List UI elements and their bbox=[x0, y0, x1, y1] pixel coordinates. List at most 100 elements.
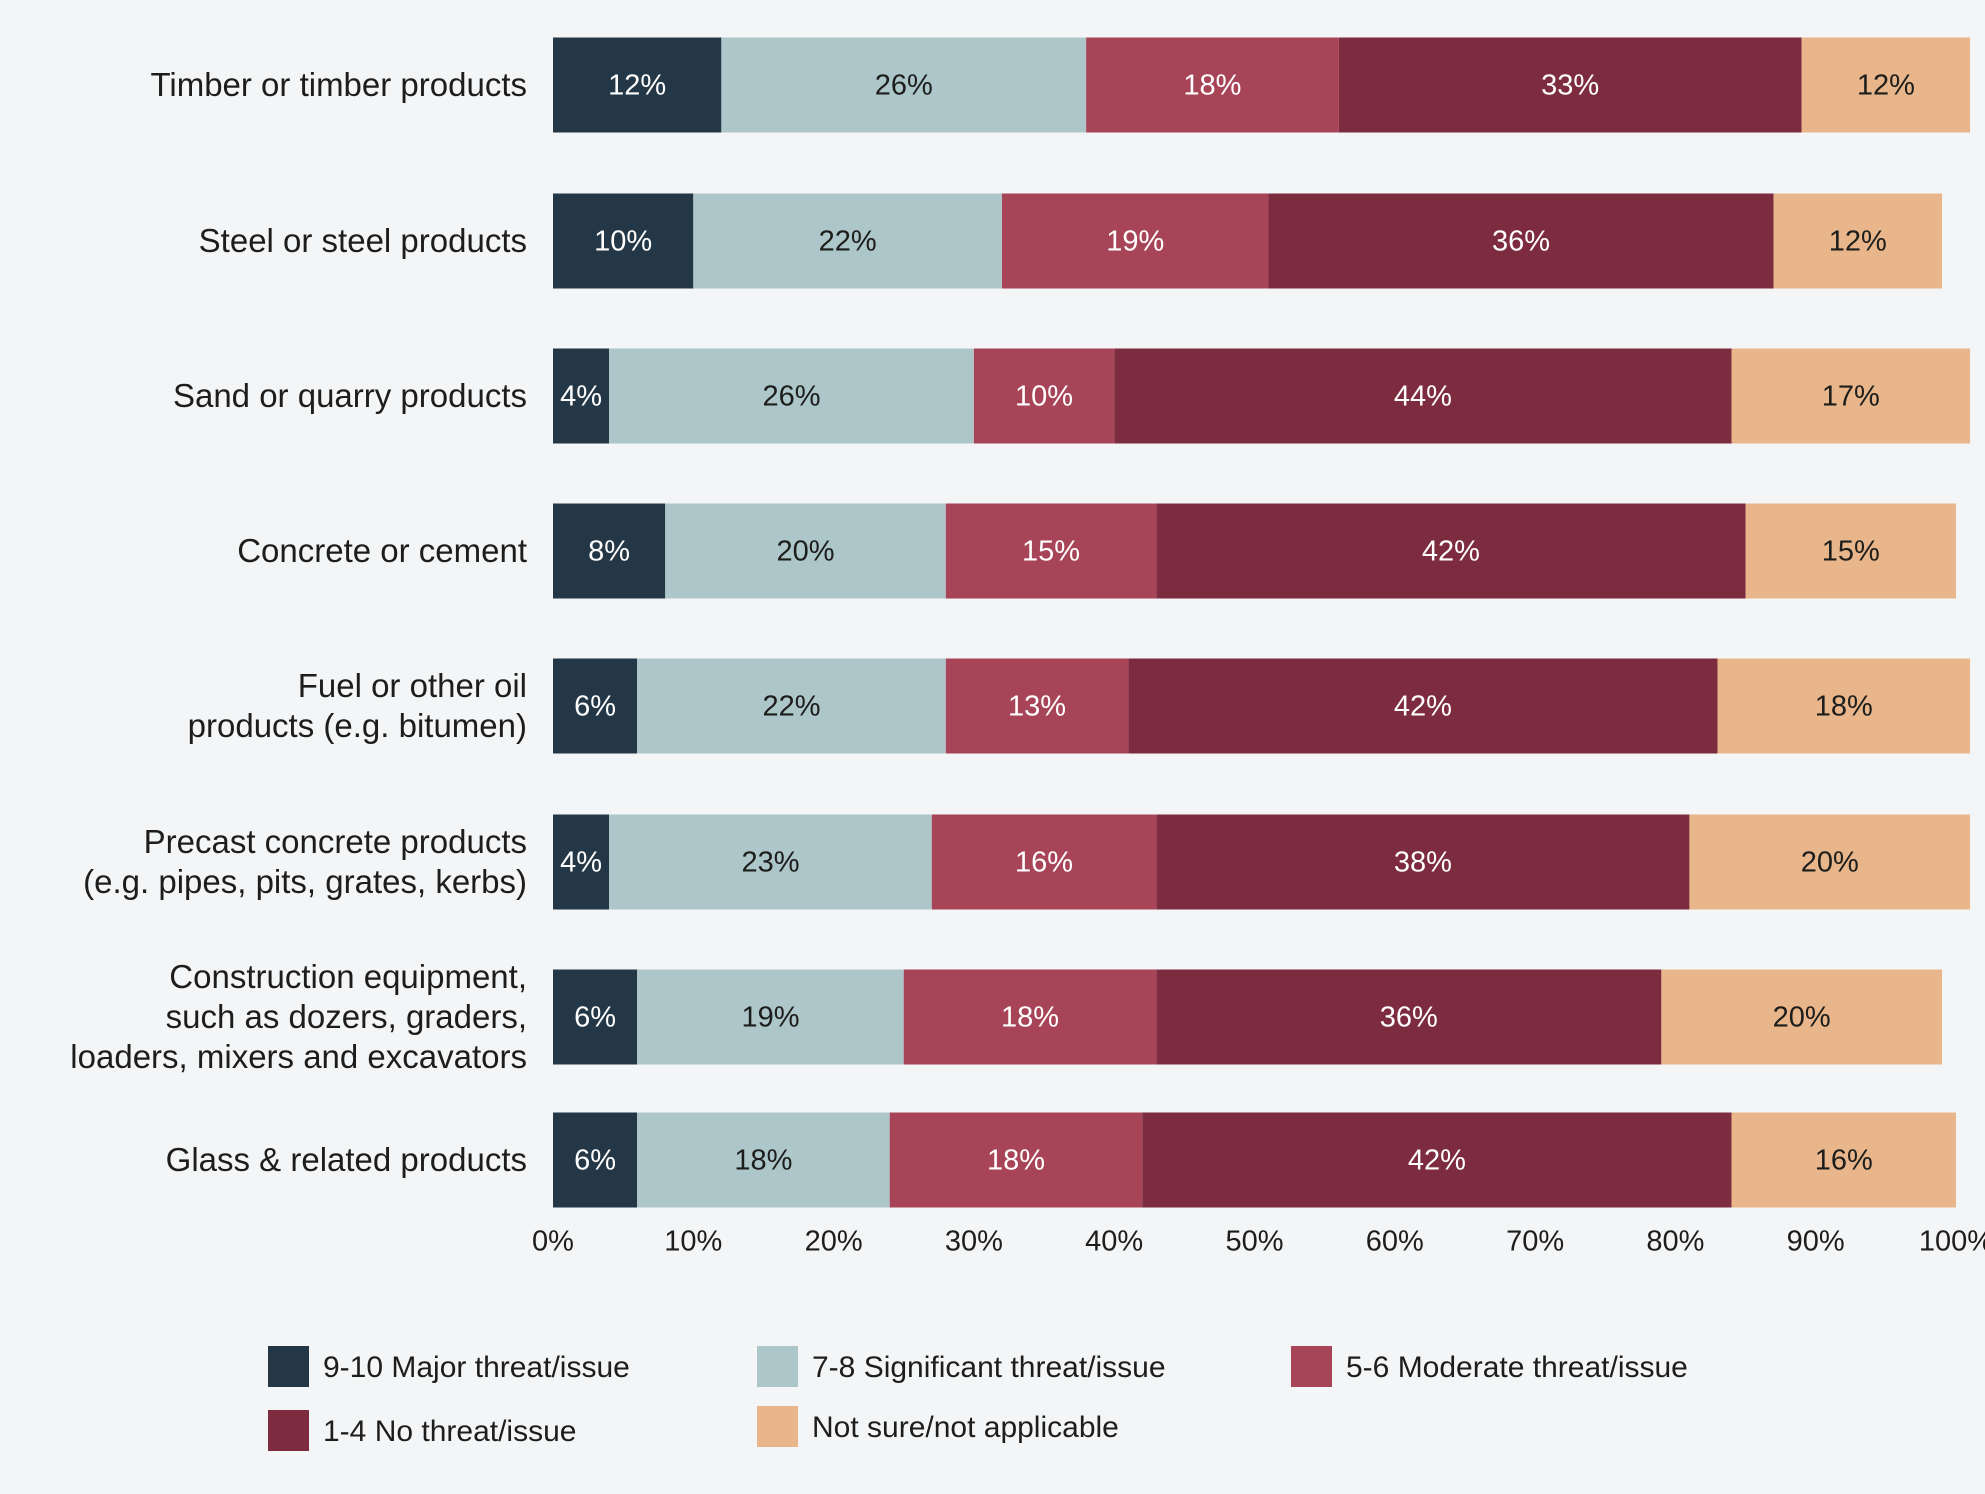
data-label: 6% bbox=[574, 1145, 616, 1177]
x-tick-label: 80% bbox=[1646, 1226, 1704, 1258]
data-label: 20% bbox=[1773, 1002, 1831, 1034]
y-tick-label: Construction equipment, such as dozers, … bbox=[70, 958, 527, 1075]
data-label: 12% bbox=[608, 70, 666, 102]
bar-segment bbox=[665, 503, 946, 599]
bar-segment bbox=[1745, 503, 1956, 599]
data-label: 18% bbox=[1815, 691, 1873, 723]
data-label: 22% bbox=[819, 226, 877, 258]
data-label: 10% bbox=[1015, 381, 1073, 413]
bar-segment bbox=[553, 969, 638, 1065]
data-label: 8% bbox=[588, 536, 630, 568]
bar-segment bbox=[553, 1112, 638, 1208]
legend-swatch bbox=[757, 1346, 798, 1387]
bar-segment bbox=[889, 1112, 1143, 1208]
legend-swatch bbox=[1291, 1346, 1332, 1387]
bar-segment bbox=[1142, 1112, 1732, 1208]
data-label: 19% bbox=[1106, 226, 1164, 258]
data-label: 15% bbox=[1022, 536, 1080, 568]
bar-segment bbox=[637, 1112, 890, 1208]
x-tick-label: 70% bbox=[1506, 1226, 1564, 1258]
data-label: 6% bbox=[574, 691, 616, 723]
bar-segment bbox=[1156, 503, 1746, 599]
y-tick-label: Sand or quarry products bbox=[172, 377, 527, 414]
bar-segment bbox=[1001, 193, 1269, 289]
data-label: 18% bbox=[987, 1145, 1045, 1177]
bar-segment bbox=[1773, 193, 1942, 289]
data-label: 6% bbox=[574, 1002, 616, 1034]
y-tick-label: Concrete or cement bbox=[237, 532, 527, 569]
data-label: 17% bbox=[1822, 381, 1880, 413]
bar-segment bbox=[553, 37, 722, 133]
bar-segment bbox=[637, 658, 946, 754]
bar-segment bbox=[1156, 969, 1662, 1065]
bar-segment bbox=[1731, 348, 1971, 444]
x-tick-label: 100% bbox=[1919, 1226, 1985, 1258]
y-tick-label: Precast concrete products (e.g. pipes, p… bbox=[83, 823, 527, 900]
bar-segment bbox=[553, 814, 610, 910]
data-label: 20% bbox=[777, 536, 835, 568]
data-label: 15% bbox=[1822, 536, 1880, 568]
data-label: 23% bbox=[741, 847, 799, 879]
data-label: 44% bbox=[1394, 381, 1452, 413]
bar-segment bbox=[945, 503, 1157, 599]
data-label: 26% bbox=[762, 381, 820, 413]
data-label: 20% bbox=[1801, 847, 1859, 879]
data-label: 13% bbox=[1008, 691, 1066, 723]
data-label: 42% bbox=[1408, 1145, 1466, 1177]
data-label: 4% bbox=[560, 381, 602, 413]
x-tick-label: 50% bbox=[1225, 1226, 1283, 1258]
bar-segment bbox=[1731, 1112, 1956, 1208]
bar-segment bbox=[1268, 193, 1774, 289]
data-label: 10% bbox=[594, 226, 652, 258]
bar-segment bbox=[931, 814, 1157, 910]
bar-segment bbox=[693, 193, 1002, 289]
x-tick-label: 20% bbox=[805, 1226, 863, 1258]
y-tick-label: Steel or steel products bbox=[198, 222, 527, 259]
bar-segment bbox=[553, 503, 666, 599]
bar-segment bbox=[973, 348, 1115, 444]
bar-segment bbox=[903, 969, 1157, 1065]
x-tick-label: 10% bbox=[664, 1226, 722, 1258]
bar-segment bbox=[1128, 658, 1718, 754]
y-tick-label: Timber or timber products bbox=[150, 66, 527, 103]
legend-swatch bbox=[268, 1346, 309, 1387]
data-label: 18% bbox=[1183, 70, 1241, 102]
data-label: 38% bbox=[1394, 847, 1452, 879]
x-tick-label: 30% bbox=[945, 1226, 1003, 1258]
data-label: 16% bbox=[1815, 1145, 1873, 1177]
bar-segment bbox=[1661, 969, 1942, 1065]
data-label: 36% bbox=[1492, 226, 1550, 258]
bar-segment bbox=[637, 969, 904, 1065]
data-label: 16% bbox=[1015, 847, 1073, 879]
legend-swatch bbox=[757, 1406, 798, 1447]
bar-segment bbox=[1717, 658, 1971, 754]
bar-segment bbox=[1801, 37, 1971, 133]
y-tick-label: Fuel or other oil products (e.g. bitumen… bbox=[187, 667, 527, 744]
data-label: 4% bbox=[560, 847, 602, 879]
data-label: 12% bbox=[1829, 226, 1887, 258]
bar-segment bbox=[721, 37, 1087, 133]
bar-segment bbox=[1114, 348, 1732, 444]
data-label: 18% bbox=[1001, 1002, 1059, 1034]
bar-segment bbox=[1338, 37, 1802, 133]
legend-swatch bbox=[268, 1410, 309, 1451]
data-label: 12% bbox=[1857, 70, 1915, 102]
bar-segment bbox=[553, 193, 694, 289]
bar-segment bbox=[553, 348, 610, 444]
bar-segment bbox=[1086, 37, 1339, 133]
y-tick-label: Glass & related products bbox=[165, 1141, 527, 1178]
legend-label: 9-10 Major threat/issue bbox=[323, 1351, 630, 1384]
data-label: 18% bbox=[734, 1145, 792, 1177]
bar-segment bbox=[553, 658, 638, 754]
data-label: 33% bbox=[1541, 70, 1599, 102]
bar-segment bbox=[945, 658, 1129, 754]
data-label: 42% bbox=[1394, 691, 1452, 723]
data-label: 42% bbox=[1422, 536, 1480, 568]
x-tick-label: 0% bbox=[532, 1226, 574, 1258]
bar-segment bbox=[609, 814, 932, 910]
legend-label: 5-6 Moderate threat/issue bbox=[1346, 1351, 1688, 1384]
bar-segment bbox=[1156, 814, 1690, 910]
data-label: 22% bbox=[762, 691, 820, 723]
